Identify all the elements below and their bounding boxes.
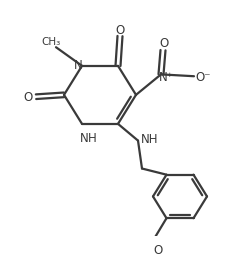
Text: O: O <box>115 24 125 37</box>
Text: O: O <box>159 37 169 50</box>
Text: O: O <box>153 243 162 254</box>
Text: H: H <box>88 132 96 145</box>
Text: N: N <box>80 132 88 145</box>
Text: CH₃: CH₃ <box>41 37 61 46</box>
Text: O⁻: O⁻ <box>195 70 211 83</box>
Text: N⁺: N⁺ <box>159 70 173 83</box>
Text: N: N <box>74 59 82 72</box>
Text: NH: NH <box>141 133 159 146</box>
Text: O: O <box>23 91 33 104</box>
